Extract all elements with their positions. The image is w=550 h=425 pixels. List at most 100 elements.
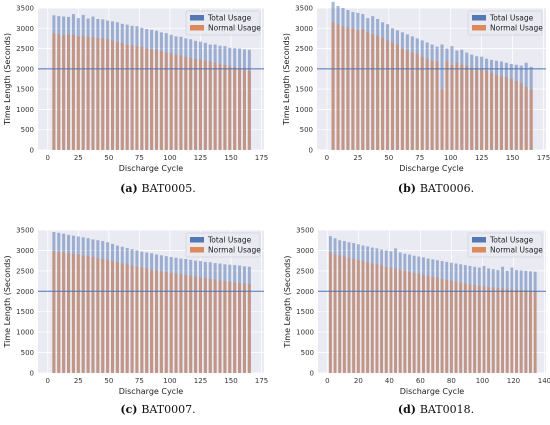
bar bbox=[515, 289, 518, 373]
legend-swatch bbox=[472, 237, 486, 243]
y-tick-label: 1000 bbox=[16, 106, 34, 114]
bar bbox=[115, 262, 119, 373]
y-tick-label: 3500 bbox=[16, 227, 34, 235]
bar bbox=[505, 288, 509, 373]
bar bbox=[242, 283, 246, 373]
bar bbox=[111, 40, 115, 151]
bar bbox=[179, 55, 183, 151]
bar bbox=[81, 255, 85, 373]
y-tick-label: 500 bbox=[21, 126, 34, 134]
chart-panel-a: 0 500 1000 1500 2000 2500 3000 3500 0 25 50 75 100 12… bbox=[3, 5, 268, 196]
bar bbox=[125, 44, 129, 151]
bar bbox=[376, 35, 380, 150]
bar bbox=[120, 42, 124, 150]
bar bbox=[351, 28, 355, 151]
bar bbox=[384, 266, 388, 373]
bar bbox=[91, 37, 95, 151]
bar bbox=[380, 265, 384, 373]
caption-text: BAT0018. bbox=[420, 403, 474, 416]
chart-panel-b: 0 500 1000 1500 2000 2500 3000 3500 0 25 50 75 100 12… bbox=[282, 1, 550, 195]
bar bbox=[140, 267, 144, 373]
bar bbox=[499, 76, 503, 150]
bar bbox=[194, 276, 198, 373]
bar bbox=[410, 52, 414, 150]
x-tick-label: 150 bbox=[506, 154, 519, 162]
y-tick-label: 2500 bbox=[295, 45, 313, 53]
bar bbox=[398, 269, 402, 373]
bar bbox=[179, 274, 183, 373]
bar bbox=[184, 274, 188, 373]
bar bbox=[338, 255, 342, 373]
bar bbox=[57, 252, 61, 373]
bar bbox=[450, 64, 454, 150]
y-tick-label: 0 bbox=[30, 147, 34, 155]
legend-label: Total Usage bbox=[489, 236, 534, 245]
y-tick-label: 2500 bbox=[296, 267, 314, 275]
y-tick-label: 3000 bbox=[16, 25, 34, 33]
bar bbox=[341, 26, 345, 151]
x-tick-label: 0 bbox=[46, 377, 50, 385]
bar bbox=[52, 33, 56, 151]
caption-label: (b) bbox=[398, 182, 420, 195]
x-tick-label: 80 bbox=[447, 377, 456, 385]
bar bbox=[501, 288, 505, 373]
bar bbox=[480, 69, 484, 150]
bar bbox=[371, 34, 375, 150]
bar bbox=[504, 76, 508, 150]
bar bbox=[169, 53, 173, 150]
bar bbox=[361, 29, 365, 150]
bar bbox=[426, 275, 430, 373]
bar bbox=[213, 279, 217, 373]
y-tick-label: 1000 bbox=[16, 329, 34, 337]
bar bbox=[164, 272, 168, 373]
x-tick-label: 100 bbox=[163, 154, 176, 162]
bar bbox=[475, 68, 479, 150]
bar bbox=[405, 50, 409, 150]
y-tick-label: 500 bbox=[301, 349, 314, 357]
bar bbox=[347, 257, 351, 373]
bar bbox=[328, 252, 332, 373]
y-tick-label: 2000 bbox=[16, 288, 34, 296]
bar bbox=[228, 66, 232, 150]
caption-text: BAT0005. bbox=[142, 182, 196, 195]
bar bbox=[394, 268, 397, 373]
bar bbox=[333, 254, 337, 373]
bar bbox=[96, 258, 100, 373]
bar bbox=[67, 34, 71, 150]
x-tick-label: 120 bbox=[507, 377, 520, 385]
bar bbox=[164, 52, 168, 150]
bar bbox=[154, 50, 159, 150]
caption-label: (a) bbox=[120, 182, 141, 195]
legend-box bbox=[185, 10, 261, 36]
bar bbox=[420, 56, 424, 150]
bar bbox=[514, 81, 518, 150]
y-tick-label: 1500 bbox=[16, 308, 34, 316]
caption-text: BAT0006. bbox=[420, 182, 474, 195]
bar bbox=[86, 256, 90, 373]
bar bbox=[415, 53, 419, 150]
caption-text: BAT0007. bbox=[141, 403, 195, 416]
bar bbox=[524, 87, 528, 150]
y-tick-label: 1000 bbox=[296, 329, 314, 337]
bar bbox=[485, 70, 489, 150]
legend-label: Total Usage bbox=[489, 14, 534, 23]
bar bbox=[477, 285, 481, 373]
bar bbox=[150, 269, 154, 373]
x-tick-label: 50 bbox=[104, 154, 113, 162]
x-tick-label: 0 bbox=[325, 154, 329, 162]
x-tick-label: 140 bbox=[538, 377, 550, 385]
bar bbox=[233, 67, 237, 150]
bar bbox=[184, 56, 188, 150]
bar bbox=[189, 275, 193, 373]
panel-caption: (b) BAT0006. bbox=[398, 182, 474, 195]
bar bbox=[389, 267, 393, 373]
bar-series-normal-usage bbox=[52, 251, 251, 373]
bar bbox=[336, 24, 340, 151]
bar bbox=[510, 289, 514, 373]
bar bbox=[140, 46, 144, 150]
legend-box bbox=[185, 232, 261, 258]
bar bbox=[91, 256, 95, 373]
x-tick-label: 60 bbox=[416, 377, 425, 385]
y-tick-label: 2500 bbox=[16, 267, 34, 275]
